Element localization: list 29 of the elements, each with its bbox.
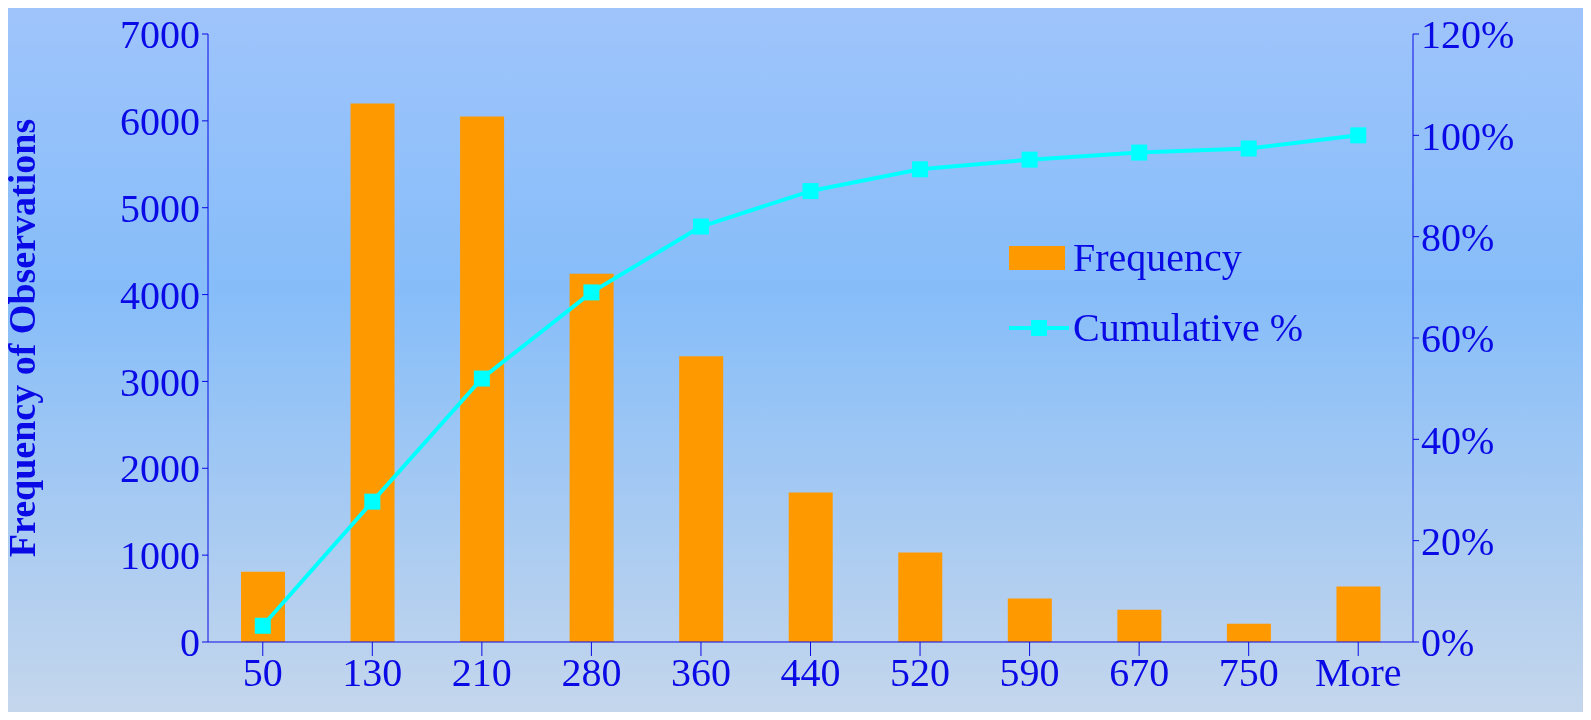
- x-tick-label: 360: [670, 650, 731, 696]
- y-tick-label: 4000: [120, 272, 200, 318]
- legend-label: Frequency: [1073, 234, 1242, 282]
- y2-tick-label: 0%: [1421, 620, 1475, 666]
- y2-tick-label: 80%: [1421, 214, 1495, 260]
- y-axis-title: Frequency of Observations: [1, 118, 44, 558]
- y-tick-label: 7000: [120, 12, 200, 58]
- x-tick-label: 50: [242, 650, 283, 696]
- legend-label: Cumulative %: [1073, 304, 1303, 352]
- y2-tick-label: 120%: [1421, 12, 1515, 58]
- x-tick-label: 670: [1109, 650, 1170, 696]
- y-tick-label: 3000: [120, 359, 200, 405]
- y2-tick-label: 20%: [1421, 518, 1495, 564]
- x-tick-label: 440: [780, 650, 841, 696]
- x-tick-label: 130: [342, 650, 403, 696]
- x-tick-label: 210: [451, 650, 512, 696]
- y-tick-label: 6000: [120, 99, 200, 145]
- y2-tick-label: 40%: [1421, 417, 1495, 463]
- y-tick-label: 1000: [120, 533, 200, 579]
- x-tick-label: 280: [561, 650, 622, 696]
- y2-tick-label: 100%: [1421, 113, 1515, 159]
- x-tick-label: More: [1314, 650, 1402, 696]
- y-tick-label: 5000: [120, 185, 200, 231]
- x-tick-label: 590: [999, 650, 1060, 696]
- y-tick-label: 0: [180, 620, 200, 666]
- x-tick-label: 750: [1218, 650, 1279, 696]
- x-tick-label: 520: [890, 650, 951, 696]
- y2-tick-label: 60%: [1421, 316, 1495, 362]
- y-tick-label: 2000: [120, 446, 200, 492]
